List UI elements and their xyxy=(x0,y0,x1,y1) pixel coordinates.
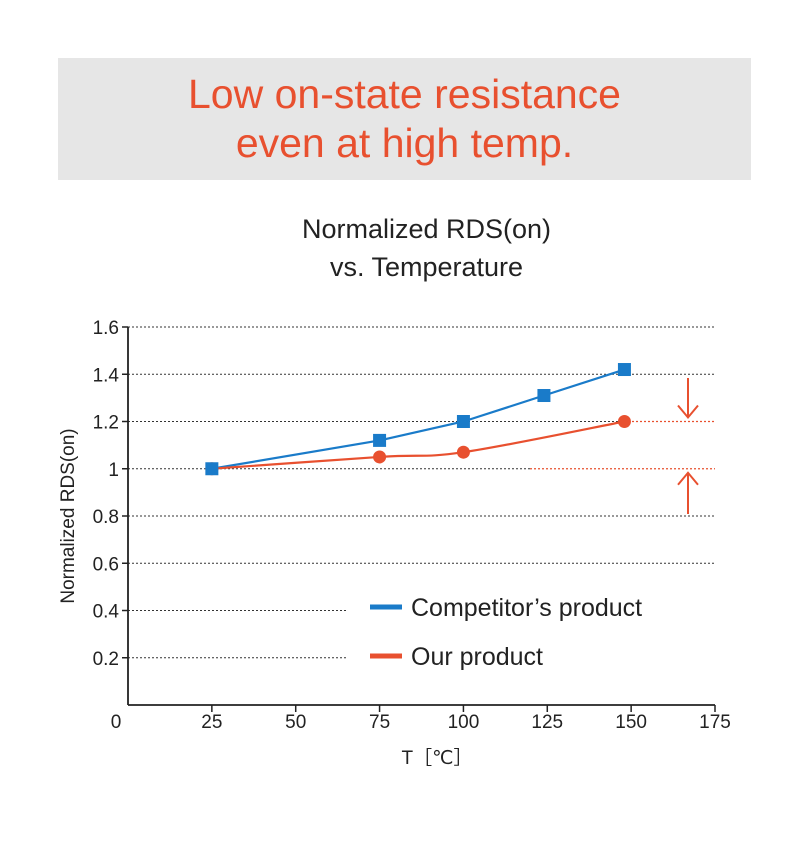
legend-label: Competitor’s product xyxy=(411,594,642,622)
x-tick-label: 125 xyxy=(531,712,563,733)
data-point-square xyxy=(617,363,631,377)
y-tick-label: 1 xyxy=(108,460,119,481)
data-point-circle xyxy=(456,445,470,459)
data-point-circle xyxy=(617,415,631,428)
data-point-circle xyxy=(373,450,387,464)
data-point-square xyxy=(373,433,387,447)
x-tick-label: 25 xyxy=(201,712,222,733)
data-point-square xyxy=(456,415,470,428)
series-line-0 xyxy=(211,368,625,470)
x-tick-label: 150 xyxy=(615,712,647,733)
y-tick-label: 0.8 xyxy=(93,507,119,528)
data-point-square xyxy=(537,389,551,403)
y-tick-label: 1.6 xyxy=(93,318,119,339)
legend-label: Our product xyxy=(411,643,543,671)
x-axis-label: T［℃］ xyxy=(402,747,473,769)
x-tick-label: 0 xyxy=(111,712,122,733)
x-tick-label: 75 xyxy=(369,712,390,733)
y-tick-label: 1.2 xyxy=(93,413,119,434)
down-arrow-head xyxy=(677,404,699,420)
y-tick-label: 0.6 xyxy=(93,554,119,575)
chart-title-line-2: vs. Temperature xyxy=(329,252,524,282)
headline-banner: Low on-state resistance even at high tem… xyxy=(58,58,751,180)
y-axis-label: Normalized RDS(on) xyxy=(58,428,79,603)
x-tick-label: 100 xyxy=(448,712,480,733)
x-tick-label: 175 xyxy=(699,712,731,733)
data-point-square xyxy=(205,462,219,476)
chart-title-line-1: Normalized RDS(on) xyxy=(301,214,552,244)
y-tick-label: 0.2 xyxy=(93,649,119,670)
x-tick-label: 50 xyxy=(285,712,306,733)
series-line-1 xyxy=(211,420,625,470)
y-tick-label: 0.4 xyxy=(93,602,120,623)
headline-line-1: Low on-state resistance xyxy=(187,71,621,117)
headline-line-2: even at high temp. xyxy=(235,120,574,166)
chart-title: Normalized RDS(on) vs. Temperature xyxy=(0,210,809,286)
y-tick-label: 1.4 xyxy=(93,365,120,386)
up-arrow-head xyxy=(677,471,699,486)
